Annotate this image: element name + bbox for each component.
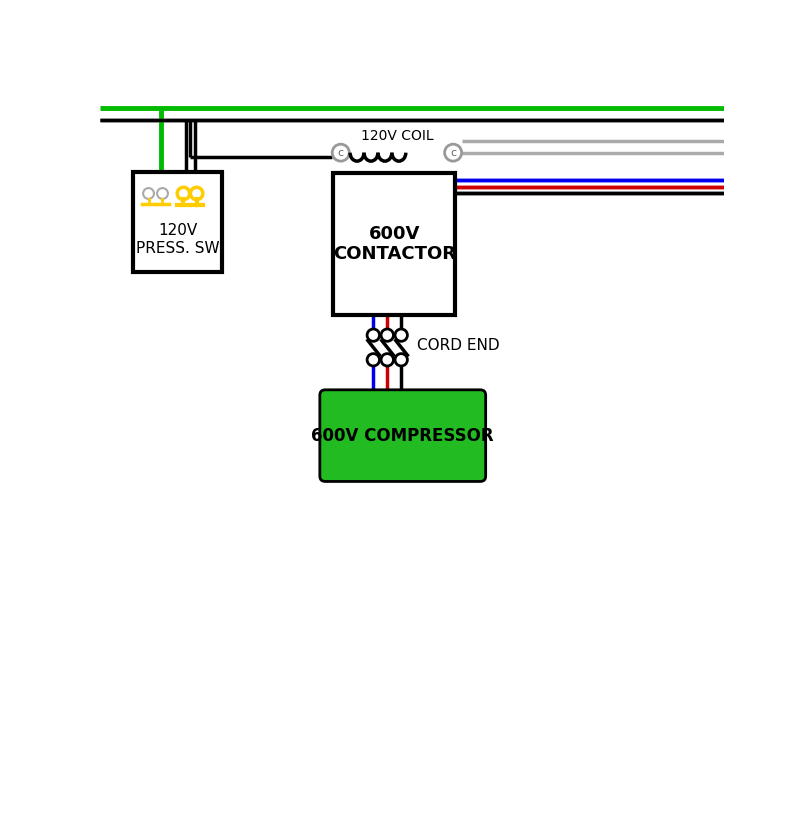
Circle shape: [394, 329, 407, 342]
Circle shape: [157, 188, 168, 199]
Circle shape: [177, 188, 190, 200]
Circle shape: [394, 354, 407, 366]
Circle shape: [381, 354, 393, 366]
Circle shape: [332, 144, 349, 161]
Circle shape: [190, 188, 202, 200]
Circle shape: [381, 329, 393, 342]
Text: 120V COIL: 120V COIL: [361, 128, 433, 142]
Text: c: c: [450, 148, 455, 158]
Circle shape: [367, 329, 379, 342]
Circle shape: [444, 144, 461, 161]
Circle shape: [367, 354, 379, 366]
Text: 600V COMPRESSOR: 600V COMPRESSOR: [311, 426, 494, 444]
Bar: [332, 173, 454, 315]
Text: c: c: [337, 148, 344, 158]
Circle shape: [143, 188, 154, 199]
FancyBboxPatch shape: [320, 390, 485, 481]
Text: CORD END: CORD END: [416, 338, 499, 353]
Text: 120V
PRESS. SW: 120V PRESS. SW: [136, 224, 219, 256]
Bar: [132, 172, 222, 272]
Text: 600V
CONTACTOR: 600V CONTACTOR: [332, 225, 455, 263]
